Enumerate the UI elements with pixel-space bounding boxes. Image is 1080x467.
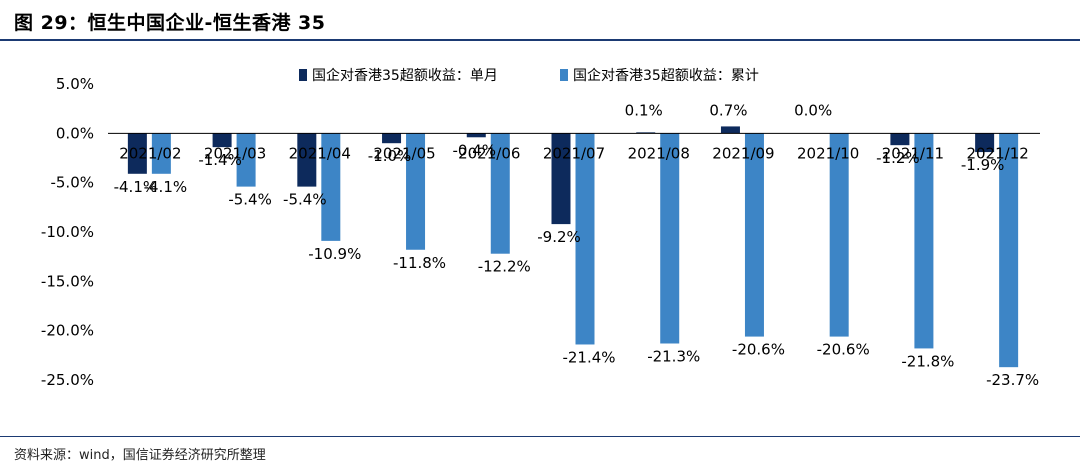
bar-cumulative: [490, 133, 510, 254]
bar-monthly: [720, 126, 740, 134]
x-tick-label: 2021/07: [543, 144, 605, 162]
bar-cumulative: [321, 133, 341, 241]
source-note: 资料来源：wind，国信证券经济研究所整理: [14, 448, 266, 463]
x-tick-label: 2021/12: [966, 144, 1028, 162]
x-tick-label: 2021/08: [628, 144, 690, 162]
bar-chart: 5.0% 0.0% -5.0% -10.0% -15.0% -20.0% -25.0% 20…: [41, 67, 1040, 389]
bar-cumulative: [999, 133, 1019, 368]
data-label-cumulative: -4.1%: [144, 178, 188, 196]
legend-label-cumulative: 国企对香港35超额收益：累计: [573, 67, 759, 84]
y-tick-label: -10.0%: [41, 223, 94, 241]
data-label-cumulative: -11.8%: [393, 254, 446, 272]
data-label-monthly: 0.7%: [709, 101, 747, 119]
figure-title: 图 29：恒生中国企业-恒生香港 35: [14, 12, 326, 34]
x-tick-label: 2021/04: [289, 144, 351, 162]
data-label-monthly: -1.0%: [368, 147, 412, 165]
data-label-cumulative: -20.6%: [817, 341, 870, 359]
bar-group: [127, 126, 1019, 368]
data-label-cumulative: -21.4%: [562, 348, 615, 366]
x-tick-label: 2021/02: [119, 144, 181, 162]
data-label-monthly: -1.9%: [961, 156, 1005, 174]
data-label-cumulative: -23.7%: [986, 371, 1039, 389]
x-axis-labels: 2021/02 2021/03 2021/04 2021/05 2021/06 2021/…: [119, 144, 1029, 162]
x-tick-label: 2021/11: [882, 144, 944, 162]
data-label-monthly: -1.2%: [876, 149, 920, 167]
y-tick-label: -25.0%: [41, 371, 94, 389]
bar-cumulative: [660, 133, 680, 344]
bar-cumulative: [744, 133, 764, 337]
bar-monthly: [297, 133, 317, 187]
x-tick-label: 2021/03: [204, 144, 266, 162]
bar-monthly: [466, 133, 486, 138]
data-label-monthly: -5.4%: [283, 191, 327, 209]
bar-cumulative: [575, 133, 595, 345]
data-label-cumulative: -21.3%: [647, 347, 700, 365]
data-label-cumulative: -10.9%: [308, 245, 361, 263]
bar-monthly: [551, 133, 571, 225]
data-label-monthly: 0.0%: [794, 101, 832, 119]
y-tick-label: -5.0%: [50, 174, 94, 192]
bar-cumulative: [914, 133, 934, 349]
data-label-monthly: 0.1%: [625, 101, 663, 119]
bar-cumulative: [151, 133, 171, 174]
x-tick-label: 2021/10: [797, 144, 859, 162]
footer-divider: [0, 436, 1080, 437]
y-tick-label: -15.0%: [41, 272, 94, 290]
y-tick-label: 0.0%: [56, 124, 94, 142]
legend-swatch-monthly: [299, 69, 307, 81]
data-label-cumulative: -12.2%: [478, 258, 531, 276]
data-label-monthly: -0.4%: [453, 141, 497, 159]
data-label-cumulative: -5.4%: [228, 191, 272, 209]
data-label-cumulative: -20.6%: [732, 341, 785, 359]
x-tick-label: 2021/06: [458, 144, 520, 162]
legend-swatch-cumulative: [560, 69, 568, 81]
y-tick-label: -20.0%: [41, 322, 94, 340]
data-label-cumulative: -21.8%: [901, 352, 954, 370]
y-tick-label: 5.0%: [56, 75, 94, 93]
bar-cumulative: [406, 133, 426, 250]
x-tick-label: 2021/05: [373, 144, 435, 162]
legend: 国企对香港35超额收益：单月 国企对香港35超额收益：累计: [299, 67, 759, 84]
bar-monthly: [212, 133, 232, 148]
bar-cumulative: [829, 133, 849, 337]
bar-cumulative: [236, 133, 256, 187]
data-label-monthly: -9.2%: [537, 228, 581, 246]
bar-monthly: [127, 133, 147, 174]
bar-monthly: [975, 133, 995, 153]
data-label-monthly: -1.4%: [198, 151, 242, 169]
data-labels: -4.1%-4.1% -1.4% -5.4% -5.4% -10.9% -1.0% -11.…: [114, 101, 1040, 389]
legend-label-monthly: 国企对香港35超额收益：单月: [312, 67, 498, 84]
bar-monthly: [890, 133, 910, 146]
title-divider: [0, 39, 1080, 41]
x-tick-label: 2021/09: [712, 144, 774, 162]
y-axis-labels: 5.0% 0.0% -5.0% -10.0% -15.0% -20.0% -25.0%: [41, 75, 94, 389]
bar-monthly: [382, 133, 402, 144]
data-label-monthly: -4.1%: [114, 178, 158, 196]
